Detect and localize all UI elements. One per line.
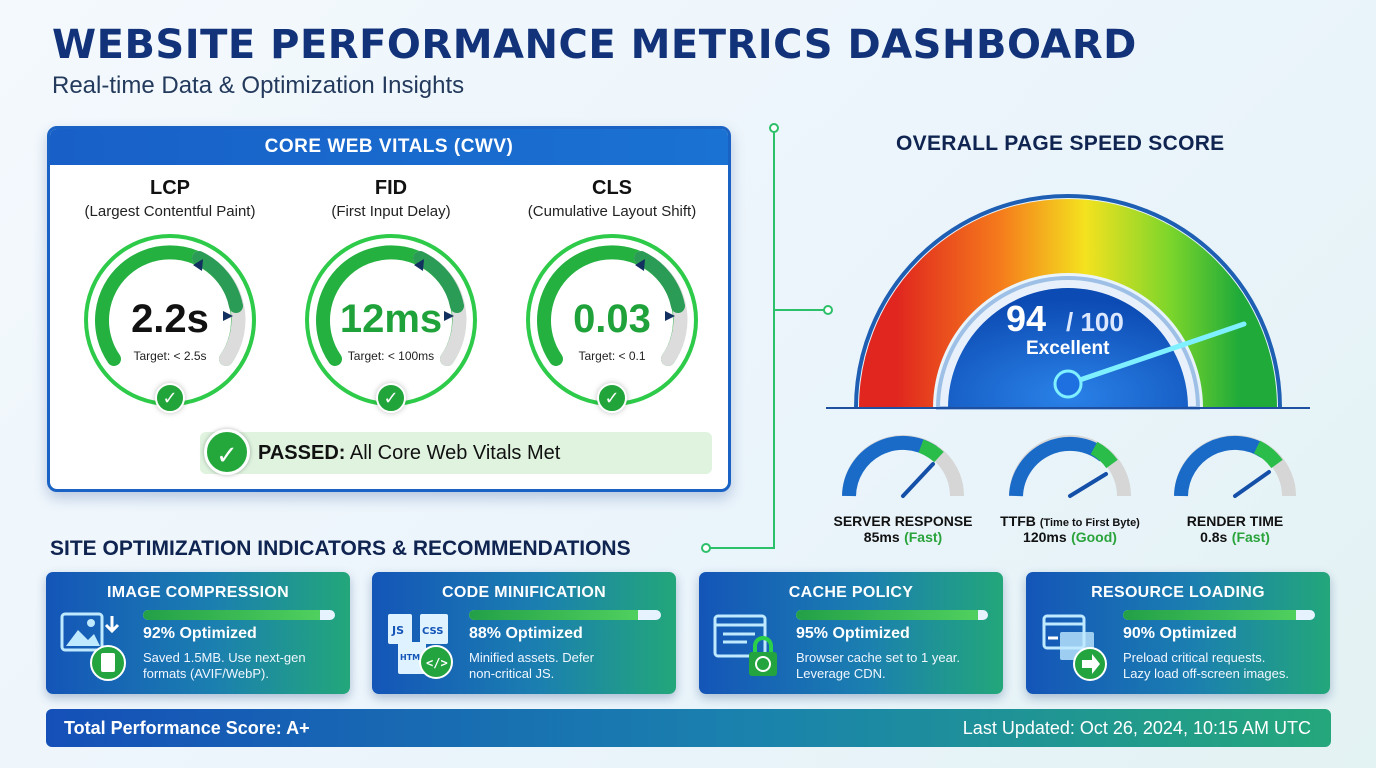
cwv-panel-title: CORE WEB VITALS (CWV): [50, 129, 728, 165]
card-cache-policy: CACHE POLICY 95% Optimized Browser cache…: [699, 572, 1003, 694]
mini-gauge-value: 120ms: [1023, 529, 1067, 545]
mini-gauge-quality: (Fast): [904, 529, 943, 545]
progress-bar: [469, 610, 661, 620]
check-icon: ✓: [376, 383, 406, 413]
vital-full-name: (Cumulative Layout Shift): [527, 203, 697, 220]
vital-name: LCP: [150, 177, 190, 199]
vital-target: Target: < 0.1: [578, 349, 646, 363]
card-description-line2: formats (AVIF/WebP).: [143, 666, 269, 681]
page-title: WEBSITE PERFORMANCE METRICS DASHBOARD: [52, 22, 1137, 68]
mini-gauge-server-response: SERVER RESPONSE 85ms (Fast): [833, 430, 973, 547]
page-subtitle: Real-time Data & Optimization Insights: [52, 72, 465, 99]
vital-value: 12ms: [339, 297, 443, 341]
mini-gauge-icon: [1174, 435, 1296, 498]
card-description-line1: Minified assets. Defer: [469, 650, 594, 665]
mini-gauge-name: TTFB (Time to First Byte): [1000, 513, 1140, 529]
mini-gauge-quality: (Fast): [1231, 529, 1270, 545]
last-updated: Last Updated: Oct 26, 2024, 10:15 AM UTC: [962, 718, 1311, 738]
vital-target: Target: < 100ms: [347, 349, 435, 363]
card-description-line2: non-critical JS.: [469, 666, 555, 681]
speed-score-label: Excellent: [1026, 338, 1110, 359]
image-icon: [60, 612, 126, 681]
check-icon: ✓: [597, 383, 627, 413]
vital-value: 2.2s: [131, 297, 209, 341]
mini-gauge-name: SERVER RESPONSE: [833, 513, 973, 529]
vital-full-name: (First Input Delay): [331, 203, 451, 220]
code-files-icon: JS CSS HTM </>: [388, 614, 453, 679]
mini-gauge-name: RENDER TIME: [1186, 513, 1284, 529]
check-circle-icon: ✓: [204, 429, 250, 475]
vital-cls-gauge: 0.03 Target: < 0.1: [523, 231, 701, 409]
card-description-line1: Preload critical requests.: [1123, 650, 1266, 665]
card-title: IMAGE COMPRESSION: [106, 584, 289, 601]
ring-gauge-icon: [305, 234, 477, 406]
card-percent: 88% Optimized: [469, 625, 583, 642]
browser-lock-icon: [713, 614, 777, 676]
progress-fill: [1123, 610, 1296, 620]
svg-text:HTM: HTM: [400, 653, 420, 662]
vital-name: CLS: [592, 177, 632, 199]
passed-message: PASSED: All Core Web Vitals Met: [258, 432, 560, 474]
mini-gauge-value: 0.8s: [1200, 529, 1228, 545]
vital-name: FID: [374, 177, 408, 199]
mini-gauge-icon: [842, 435, 964, 498]
mini-gauge-value: 85ms: [863, 529, 900, 545]
card-percent: 90% Optimized: [1123, 625, 1237, 642]
speed-score-max: / 100: [1066, 307, 1124, 337]
progress-bar: [796, 610, 988, 620]
card-code-minification: CODE MINIFICATION JS CSS HTM </> 88% Opt…: [372, 572, 676, 694]
check-icon: ✓: [155, 383, 185, 413]
card-percent: 92% Optimized: [143, 625, 257, 642]
card-description-line2: Lazy load off-screen images.: [1123, 666, 1289, 681]
card-percent: 95% Optimized: [796, 625, 910, 642]
card-title: RESOURCE LOADING: [1091, 584, 1265, 601]
mini-gauge-render-time: RENDER TIME 0.8s (Fast): [1165, 430, 1305, 547]
speed-score-value: 94: [1006, 298, 1047, 339]
vital-value: 0.03: [573, 297, 651, 341]
vital-target: Target: < 2.5s: [133, 349, 207, 363]
vital-fid-gauge: 12ms Target: < 100ms: [302, 231, 480, 409]
svg-text:CSS: CSS: [422, 626, 443, 637]
passed-banner: ✓ PASSED: All Core Web Vitals Met: [200, 429, 712, 475]
passed-label: PASSED:: [258, 442, 346, 464]
progress-bar: [1123, 610, 1315, 620]
mini-gauge-quality: (Good): [1071, 529, 1117, 545]
mini-gauge-name-sub: (Time to First Byte): [1039, 517, 1140, 529]
card-description-line1: Saved 1.5MB. Use next-gen: [143, 650, 306, 665]
mini-gauge-name-main: TTFB: [1000, 513, 1036, 529]
mini-gauge-icon: [1009, 435, 1131, 498]
mini-gauge-ttfb: TTFB (Time to First Byte) 120ms (Good): [1000, 430, 1140, 547]
passed-text: All Core Web Vitals Met: [345, 442, 561, 464]
connector-lines: [701, 123, 833, 553]
card-title: CACHE POLICY: [788, 584, 914, 601]
card-description-line2: Leverage CDN.: [796, 666, 886, 681]
progress-fill: [796, 610, 979, 620]
progress-fill: [143, 610, 320, 620]
svg-text:JS: JS: [391, 624, 404, 637]
ring-gauge-icon: [526, 234, 698, 406]
vital-full-name: (Largest Contentful Paint): [84, 203, 256, 220]
card-title: CODE MINIFICATION: [442, 584, 606, 601]
progress-fill: [469, 610, 638, 620]
vital-lcp-header: LCP (Largest Contentful Paint): [60, 177, 280, 220]
core-web-vitals-panel: CORE WEB VITALS (CWV) LCP (Largest Conte…: [47, 126, 731, 492]
card-resource-loading: RESOURCE LOADING 90% Optimized Preload c…: [1026, 572, 1330, 694]
load-arrow-icon: [1042, 614, 1107, 681]
svg-text:</>: </>: [426, 656, 448, 670]
vital-fid-header: FID (First Input Delay): [281, 177, 501, 220]
speed-score-gauge: [826, 194, 1310, 410]
vital-cls-header: CLS (Cumulative Layout Shift): [502, 177, 722, 220]
progress-bar: [143, 610, 335, 620]
optimization-section-title: SITE OPTIMIZATION INDICATORS & RECOMMEND…: [50, 537, 631, 560]
card-image-compression: IMAGE COMPRESSION 92% Optimized Saved 1.…: [46, 572, 350, 694]
card-description-line1: Browser cache set to 1 year.: [796, 650, 961, 665]
footer-bar: Total Performance Score: A+ Last Updated…: [46, 709, 1331, 747]
speed-score-title: OVERALL PAGE SPEED SCORE: [896, 132, 1225, 155]
total-score: Total Performance Score: A+: [64, 718, 310, 738]
